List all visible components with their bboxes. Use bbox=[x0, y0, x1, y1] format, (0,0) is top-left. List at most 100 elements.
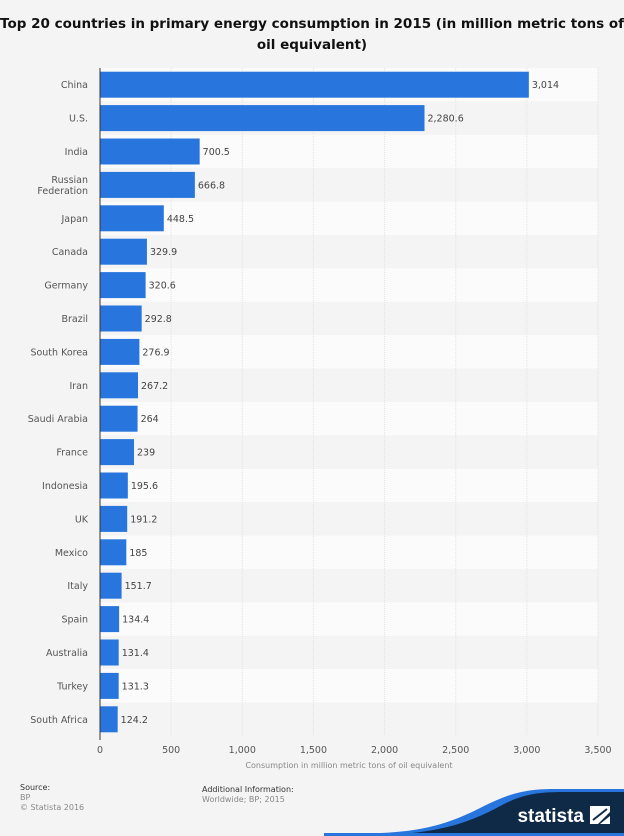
source-block: Source: BP © Statista 2016 bbox=[20, 783, 84, 813]
value-label: 700.5 bbox=[203, 147, 230, 158]
bar[interactable] bbox=[100, 505, 128, 532]
row-stripe bbox=[100, 268, 598, 302]
additional-label: Additional Information: bbox=[202, 785, 294, 794]
bar[interactable] bbox=[100, 472, 128, 499]
bar[interactable] bbox=[100, 439, 135, 466]
row-stripe bbox=[100, 602, 598, 636]
statista-logo-icon bbox=[590, 806, 610, 824]
bar[interactable] bbox=[100, 372, 139, 399]
x-tick-label: 3,500 bbox=[584, 745, 611, 756]
bar[interactable] bbox=[100, 338, 140, 365]
value-label: 195.6 bbox=[131, 481, 158, 492]
value-label: 2,280.6 bbox=[427, 114, 463, 125]
value-label: 239 bbox=[137, 448, 155, 459]
category-label: Federation bbox=[37, 186, 88, 197]
category-label: Mexico bbox=[55, 548, 88, 559]
value-label: 3,014 bbox=[532, 80, 559, 91]
row-stripe bbox=[100, 301, 598, 336]
bar-chart: 0 500 1,000 1,500 2,000 2,500 3,000 3,500 3,014 C… bbox=[28, 68, 612, 770]
value-label: 329.9 bbox=[150, 247, 177, 258]
value-label: 267.2 bbox=[141, 381, 168, 392]
x-tick-label: 0 bbox=[97, 745, 103, 756]
row-stripe bbox=[100, 435, 598, 469]
value-label: 191.2 bbox=[130, 514, 157, 525]
category-label: Canada bbox=[52, 247, 88, 258]
row-stripe bbox=[100, 702, 598, 736]
category-label: Japan bbox=[61, 214, 89, 225]
bar[interactable] bbox=[100, 105, 425, 132]
x-tick-label: 2,000 bbox=[371, 745, 398, 756]
row-stripe bbox=[100, 468, 598, 503]
bar[interactable] bbox=[100, 572, 122, 599]
row-stripe bbox=[100, 201, 598, 235]
row-stripe bbox=[100, 235, 598, 269]
category-label: Brazil bbox=[61, 314, 88, 325]
value-label: 264 bbox=[141, 414, 159, 425]
category-label: Spain bbox=[61, 615, 88, 626]
bar[interactable] bbox=[100, 205, 164, 232]
category-label: U.S. bbox=[69, 114, 88, 125]
bar[interactable] bbox=[100, 639, 119, 666]
bar[interactable] bbox=[100, 706, 118, 733]
category-label: South Korea bbox=[30, 347, 88, 358]
bar[interactable] bbox=[100, 272, 146, 299]
category-label: South Africa bbox=[30, 715, 88, 726]
statista-logo[interactable]: statista bbox=[517, 806, 584, 828]
category-label: UK bbox=[75, 514, 89, 525]
row-stripe bbox=[100, 402, 598, 436]
bar[interactable] bbox=[100, 238, 147, 265]
x-tick-label: 3,000 bbox=[513, 745, 540, 756]
row-stripe bbox=[100, 635, 598, 670]
value-label: 666.8 bbox=[198, 180, 225, 191]
row-stripe bbox=[100, 502, 598, 536]
logo-text: statista bbox=[517, 806, 584, 827]
x-tick-label: 2,500 bbox=[442, 745, 469, 756]
row-stripe bbox=[100, 569, 598, 603]
value-label: 131.4 bbox=[122, 648, 149, 659]
category-label: France bbox=[56, 448, 88, 459]
bar[interactable] bbox=[100, 171, 195, 198]
value-label: 276.9 bbox=[142, 347, 169, 358]
value-label: 134.4 bbox=[122, 615, 149, 626]
category-label: Germany bbox=[44, 281, 88, 292]
source-label: Source: bbox=[20, 783, 51, 792]
value-label: 320.6 bbox=[149, 281, 176, 292]
additional-text: Worldwide; BP; 2015 bbox=[202, 795, 285, 804]
additional-info: Additional Information: Worldwide; BP; 2… bbox=[202, 785, 294, 805]
bar[interactable] bbox=[100, 305, 142, 332]
value-label: 124.2 bbox=[121, 715, 148, 726]
bar[interactable] bbox=[100, 539, 127, 566]
chart-title: Top 20 countries in primary energy consu… bbox=[0, 16, 624, 53]
bar[interactable] bbox=[100, 606, 120, 633]
bar[interactable] bbox=[100, 138, 200, 165]
bar[interactable] bbox=[100, 672, 119, 699]
row-stripe bbox=[100, 535, 598, 569]
value-label: 448.5 bbox=[167, 214, 194, 225]
x-axis-title: Consumption in million metric tons of oi… bbox=[245, 761, 452, 770]
x-tick-label: 1,000 bbox=[229, 745, 256, 756]
value-label: 131.3 bbox=[122, 681, 149, 692]
source-text[interactable]: BP bbox=[20, 793, 31, 802]
row-stripe bbox=[100, 335, 598, 369]
value-label: 185 bbox=[129, 548, 147, 559]
value-label: 292.8 bbox=[145, 314, 172, 325]
copyright: © Statista 2016 bbox=[20, 803, 85, 812]
category-label: Indonesia bbox=[42, 481, 88, 492]
x-tick-label: 500 bbox=[162, 745, 180, 756]
row-stripe bbox=[100, 669, 598, 703]
category-label: China bbox=[61, 80, 88, 91]
category-label: Australia bbox=[46, 648, 88, 659]
category-label: Saudi Arabia bbox=[28, 414, 88, 425]
category-label: Russian bbox=[51, 175, 88, 186]
value-label: 151.7 bbox=[125, 581, 152, 592]
category-label: Turkey bbox=[56, 681, 88, 692]
category-label: India bbox=[65, 147, 88, 158]
bar[interactable] bbox=[100, 71, 529, 98]
row-stripe bbox=[100, 368, 598, 402]
statista-logo-swoosh bbox=[324, 789, 624, 836]
bar[interactable] bbox=[100, 405, 138, 432]
category-label: Italy bbox=[67, 581, 88, 592]
x-tick-label: 1,500 bbox=[300, 745, 327, 756]
category-label: Iran bbox=[69, 381, 88, 392]
